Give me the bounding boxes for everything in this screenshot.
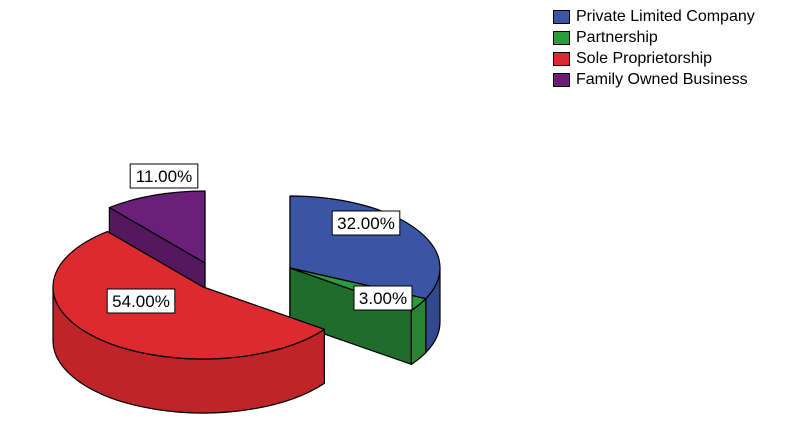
legend-label: Partnership <box>576 29 658 46</box>
legend-item-private-limited-company: Private Limited Company <box>553 6 755 27</box>
legend-item-family-owned-business: Family Owned Business <box>553 69 755 90</box>
data-label-text: 3.00% <box>359 289 407 308</box>
legend-label: Private Limited Company <box>576 8 755 25</box>
legend-item-partnership: Partnership <box>553 27 755 48</box>
chart-legend: Private Limited Company Partnership Sole… <box>553 6 755 90</box>
legend-swatch-family-owned-business <box>553 72 570 87</box>
slice-top-face <box>289 195 441 300</box>
data-label-private-limited-company: 32.00% <box>331 210 401 236</box>
data-label-text: 11.00% <box>136 167 192 186</box>
slice-top-face <box>52 230 325 360</box>
legend-swatch-sole-proprietorship <box>553 51 570 66</box>
legend-label: Sole Proprietorship <box>576 50 713 67</box>
legend-item-sole-proprietorship: Sole Proprietorship <box>553 48 755 69</box>
data-label-text: 32.00% <box>337 214 395 233</box>
legend-swatch-partnership <box>553 30 570 45</box>
data-label-text: 54.00% <box>112 292 170 311</box>
legend-swatch-private-limited-company <box>553 9 570 24</box>
data-label-family-owned-business: 11.00% <box>129 163 199 189</box>
legend-label: Family Owned Business <box>576 71 748 88</box>
data-label-sole-proprietorship: 54.00% <box>106 288 176 314</box>
data-label-partnership: 3.00% <box>353 285 413 311</box>
pie-slice-sole-proprietorship <box>52 230 325 414</box>
slice-top-face <box>108 190 206 264</box>
